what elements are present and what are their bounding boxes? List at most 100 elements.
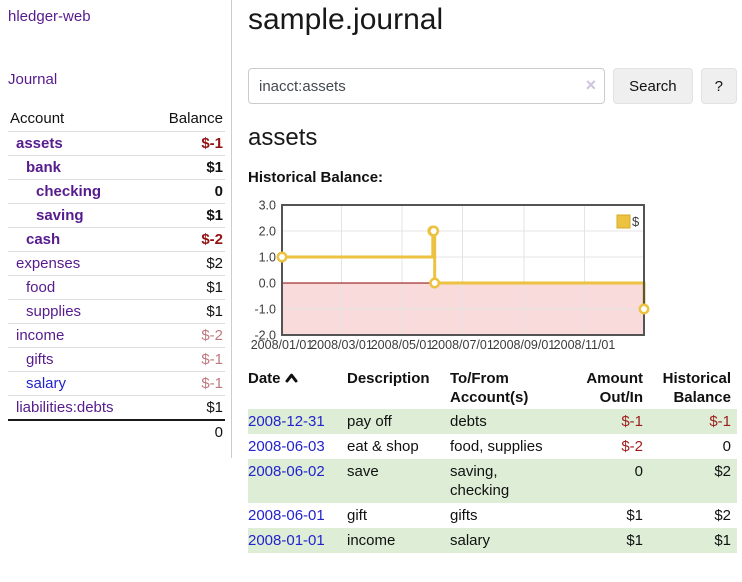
- register-header-amount: Amount Out/In: [586, 370, 643, 406]
- account-balance: $1: [148, 299, 225, 324]
- x-tick-label: 2008/09/01: [493, 338, 556, 352]
- register-row: 2008-06-01 gift gifts $1 $2: [248, 503, 737, 528]
- transaction-description: save: [347, 463, 379, 480]
- clear-search-icon[interactable]: ×: [585, 75, 597, 95]
- register-table: Date Description To/From Account(s) Amou…: [248, 367, 737, 553]
- app-title-link[interactable]: hledger-web: [8, 8, 91, 25]
- transaction-date-link[interactable]: 2008-01-01: [248, 532, 325, 549]
- search-form: × Search ?: [248, 68, 737, 104]
- help-button[interactable]: ?: [700, 68, 737, 104]
- account-balance: $-1: [148, 347, 225, 372]
- transaction-accounts: saving, checking: [450, 463, 510, 499]
- transaction-date-link[interactable]: 2008-06-02: [248, 463, 325, 480]
- transaction-date-link[interactable]: 2008-12-31: [248, 413, 325, 430]
- account-link-expenses[interactable]: expenses: [16, 255, 81, 272]
- data-point-marker: [428, 225, 440, 237]
- main-content: sample.journal × Search ? assets Histori…: [232, 0, 742, 553]
- transaction-amount: $1: [626, 532, 643, 549]
- account-row: bank $1: [8, 155, 225, 180]
- y-tick-label: 0.0: [259, 277, 276, 291]
- transaction-description: eat & shop: [347, 438, 419, 455]
- y-tick-label: 3.0: [259, 199, 276, 213]
- account-row: liabilities:debts $1: [8, 395, 225, 421]
- historical-balance-chart: 3.0 2.0 1.0 0.0 -1.0 -2.0 2008/01/01 2008/03/01…: [248, 199, 737, 357]
- account-heading: assets: [248, 124, 318, 151]
- transaction-amount: $1: [626, 507, 643, 524]
- transaction-amount: $-2: [621, 438, 643, 455]
- register-header-row: Date Description To/From Account(s) Amou…: [248, 367, 737, 409]
- account-row: checking 0: [8, 179, 225, 204]
- y-tick-label: -1.0: [254, 303, 276, 317]
- x-tick-label: 2008/03/01: [310, 338, 373, 352]
- account-balance: $-1: [148, 371, 225, 396]
- account-row: gifts $-1: [8, 347, 225, 372]
- accounts-header-account: Account: [8, 107, 149, 132]
- account-link-checking[interactable]: checking: [36, 183, 102, 200]
- accounts-header-balance: Balance: [148, 107, 225, 132]
- transaction-date-link[interactable]: 2008-06-03: [248, 438, 325, 455]
- y-tick-label: 2.0: [259, 225, 276, 239]
- x-tick-label: 2008/11/01: [554, 338, 616, 352]
- transaction-balance: $2: [714, 507, 731, 524]
- register-row: 2008-06-03 eat & shop food, supplies $-2 0: [248, 434, 737, 459]
- accounts-total-row: 0: [8, 420, 225, 444]
- sort-ascending-icon: [285, 369, 298, 388]
- account-balance: $-1: [148, 131, 225, 156]
- account-balance: $1: [148, 395, 225, 421]
- x-tick-label: 2008/05/01: [371, 338, 434, 352]
- legend-label: $: [632, 214, 640, 229]
- sidebar-accounts-table: Account Balance assets $-1 bank $1 checking 0…: [8, 107, 225, 444]
- data-point-marker: [276, 251, 288, 263]
- transaction-balance: $-1: [709, 413, 731, 430]
- search-button[interactable]: Search: [613, 68, 693, 104]
- account-link-cash[interactable]: cash: [26, 231, 61, 248]
- transaction-date-link[interactable]: 2008-06-01: [248, 507, 325, 524]
- transaction-description: pay off: [347, 413, 392, 430]
- x-tick-label: 2008/07/01: [431, 338, 494, 352]
- account-link-income[interactable]: income: [16, 327, 65, 344]
- transaction-balance: $1: [714, 532, 731, 549]
- chart-svg: 3.0 2.0 1.0 0.0 -1.0 -2.02008/01/012008/03/01…: [251, 199, 650, 352]
- search-input[interactable]: [248, 68, 606, 104]
- data-point-marker: [638, 303, 650, 315]
- data-point-marker: [429, 277, 441, 289]
- register-header-date[interactable]: Date: [248, 367, 347, 409]
- account-link-gifts[interactable]: gifts: [26, 351, 54, 368]
- account-link-assets[interactable]: assets: [16, 135, 63, 152]
- account-link-liabilities-debts[interactable]: liabilities:debts: [16, 399, 114, 416]
- chart-plot-border: [281, 204, 645, 336]
- page-title: sample.journal: [248, 3, 444, 36]
- sidebar-inner: hledger-web Journal Account Balance asse…: [0, 0, 232, 458]
- transaction-amount: 0: [634, 463, 643, 480]
- register-row: 2008-06-02 save saving, checking 0 $2: [248, 459, 737, 503]
- transaction-amount: $-1: [621, 413, 643, 430]
- account-row: supplies $1: [8, 299, 225, 324]
- account-row: saving $1: [8, 203, 225, 228]
- legend-swatch: [616, 214, 631, 229]
- account-link-food[interactable]: food: [26, 279, 56, 296]
- account-link-saving[interactable]: saving: [36, 207, 84, 224]
- transaction-balance: 0: [722, 438, 731, 455]
- chart-heading: Historical Balance:: [248, 169, 384, 186]
- sidebar: hledger-web Journal Account Balance asse…: [0, 0, 232, 553]
- account-row: salary $-1: [8, 371, 225, 396]
- account-balance: $1: [148, 203, 225, 228]
- transaction-description: income: [347, 532, 396, 549]
- transaction-accounts: salary: [450, 532, 491, 549]
- app-layout: hledger-web Journal Account Balance asse…: [0, 0, 742, 553]
- account-link-salary[interactable]: salary: [26, 375, 67, 392]
- register-header-date-label: Date: [248, 370, 281, 387]
- account-row: food $1: [8, 275, 225, 300]
- register-header-description: Description: [347, 370, 430, 387]
- sidebar-item-journal[interactable]: Journal: [8, 71, 58, 88]
- register-header-balance: Historical Balance: [662, 370, 731, 406]
- x-tick-label: 2008/01/01: [251, 338, 314, 352]
- transaction-accounts: debts: [450, 413, 487, 430]
- y-tick-label: 1.0: [259, 251, 276, 265]
- account-link-supplies[interactable]: supplies: [26, 303, 82, 320]
- transaction-accounts: gifts: [450, 507, 478, 524]
- account-balance: $-2: [148, 323, 225, 348]
- y-tick-label: -2.0: [254, 329, 276, 343]
- account-row: assets $-1: [8, 131, 225, 156]
- account-link-bank[interactable]: bank: [26, 159, 62, 176]
